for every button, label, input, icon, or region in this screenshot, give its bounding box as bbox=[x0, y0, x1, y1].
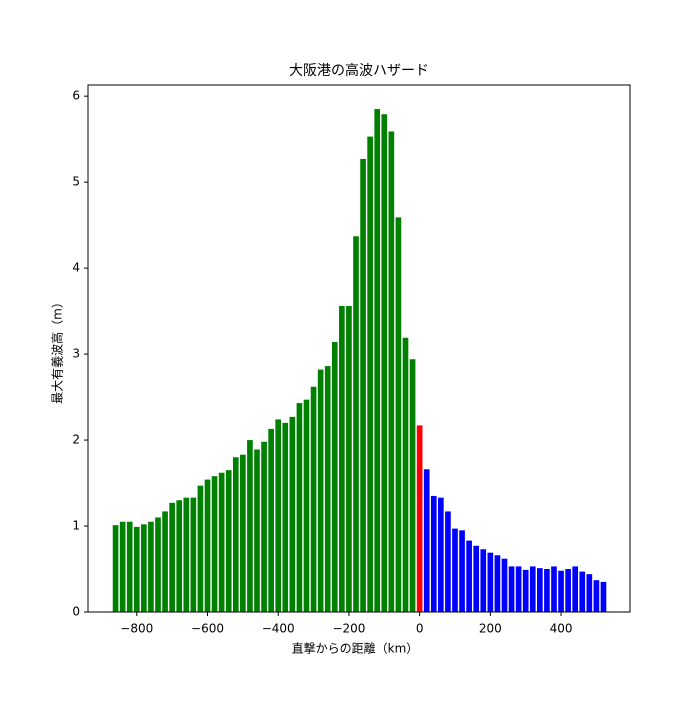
bar bbox=[558, 570, 564, 612]
bar bbox=[537, 568, 543, 612]
y-tick-label: 2 bbox=[72, 433, 80, 447]
bar bbox=[501, 558, 508, 612]
bar bbox=[268, 428, 274, 612]
bar bbox=[395, 217, 402, 612]
bar bbox=[247, 440, 253, 612]
bar bbox=[119, 521, 126, 612]
y-tick-label: 5 bbox=[72, 175, 80, 189]
y-axis-label: 最大有義波高（m） bbox=[50, 296, 65, 404]
bar bbox=[296, 403, 303, 612]
bar bbox=[579, 571, 586, 612]
bar bbox=[183, 497, 190, 612]
bar bbox=[190, 497, 197, 612]
bar bbox=[459, 530, 465, 612]
bar bbox=[593, 580, 600, 612]
bar bbox=[112, 525, 119, 612]
bar bbox=[388, 131, 395, 613]
x-tick-label: 400 bbox=[550, 622, 573, 636]
y-tick-label: 3 bbox=[72, 347, 80, 361]
bar bbox=[204, 479, 211, 612]
bar bbox=[282, 422, 289, 612]
bar bbox=[402, 337, 409, 612]
plot-frame bbox=[87, 84, 631, 613]
bar bbox=[289, 416, 296, 612]
bar bbox=[551, 566, 557, 612]
x-axis-label: 直撃からの距離（km） bbox=[292, 641, 419, 656]
bar bbox=[155, 517, 161, 612]
bar bbox=[423, 469, 430, 612]
chart-title: 大阪港の高波ハザード bbox=[289, 62, 429, 79]
x-tick-label: −600 bbox=[191, 622, 224, 636]
bar bbox=[232, 457, 239, 612]
y-tick-label: 1 bbox=[72, 519, 80, 533]
bar bbox=[162, 511, 168, 612]
y-tick-label: 0 bbox=[72, 605, 80, 619]
bar bbox=[522, 569, 529, 612]
y-tick-label: 4 bbox=[72, 261, 80, 275]
bar bbox=[339, 305, 345, 612]
bar bbox=[254, 449, 260, 612]
bar bbox=[586, 574, 593, 612]
bar bbox=[508, 566, 515, 612]
bar bbox=[148, 521, 154, 612]
x-tick-label: −200 bbox=[332, 622, 365, 636]
bar bbox=[452, 528, 458, 612]
bar bbox=[416, 425, 423, 612]
bar bbox=[176, 500, 183, 612]
bar bbox=[261, 441, 267, 612]
bar bbox=[126, 521, 133, 612]
bar bbox=[225, 470, 232, 612]
bar bbox=[529, 566, 536, 612]
bar bbox=[317, 369, 324, 612]
bar bbox=[141, 524, 147, 612]
bar bbox=[430, 495, 437, 612]
bar bbox=[565, 569, 571, 612]
x-tick-label: −800 bbox=[120, 622, 153, 636]
bar bbox=[572, 566, 579, 612]
bar bbox=[346, 305, 352, 612]
bar bbox=[600, 581, 607, 612]
bar bbox=[409, 359, 416, 612]
bar bbox=[211, 476, 218, 612]
x-tick-label: 200 bbox=[479, 622, 502, 636]
bar bbox=[218, 472, 225, 612]
y-tick-label: 6 bbox=[72, 89, 80, 103]
bar bbox=[310, 386, 317, 612]
bar bbox=[494, 555, 501, 612]
bar bbox=[303, 399, 310, 612]
bar bbox=[169, 502, 175, 612]
bar bbox=[367, 136, 373, 612]
bar bbox=[515, 566, 522, 612]
bar bbox=[331, 342, 338, 612]
bar bbox=[374, 109, 381, 612]
bar bbox=[275, 419, 282, 612]
bar bbox=[473, 545, 480, 612]
bar bbox=[133, 526, 140, 612]
bar bbox=[438, 497, 444, 612]
x-tick-label: −400 bbox=[262, 622, 295, 636]
bar bbox=[360, 158, 366, 612]
bar bbox=[487, 552, 494, 612]
bar bbox=[197, 485, 204, 612]
x-tick-label: 0 bbox=[416, 622, 424, 636]
bar bbox=[324, 366, 331, 612]
bar bbox=[466, 540, 472, 612]
bar bbox=[544, 569, 550, 612]
bar bbox=[353, 236, 359, 612]
bar bbox=[480, 549, 487, 612]
bar bbox=[240, 454, 246, 612]
bar bbox=[381, 114, 388, 613]
bar bbox=[445, 511, 451, 612]
